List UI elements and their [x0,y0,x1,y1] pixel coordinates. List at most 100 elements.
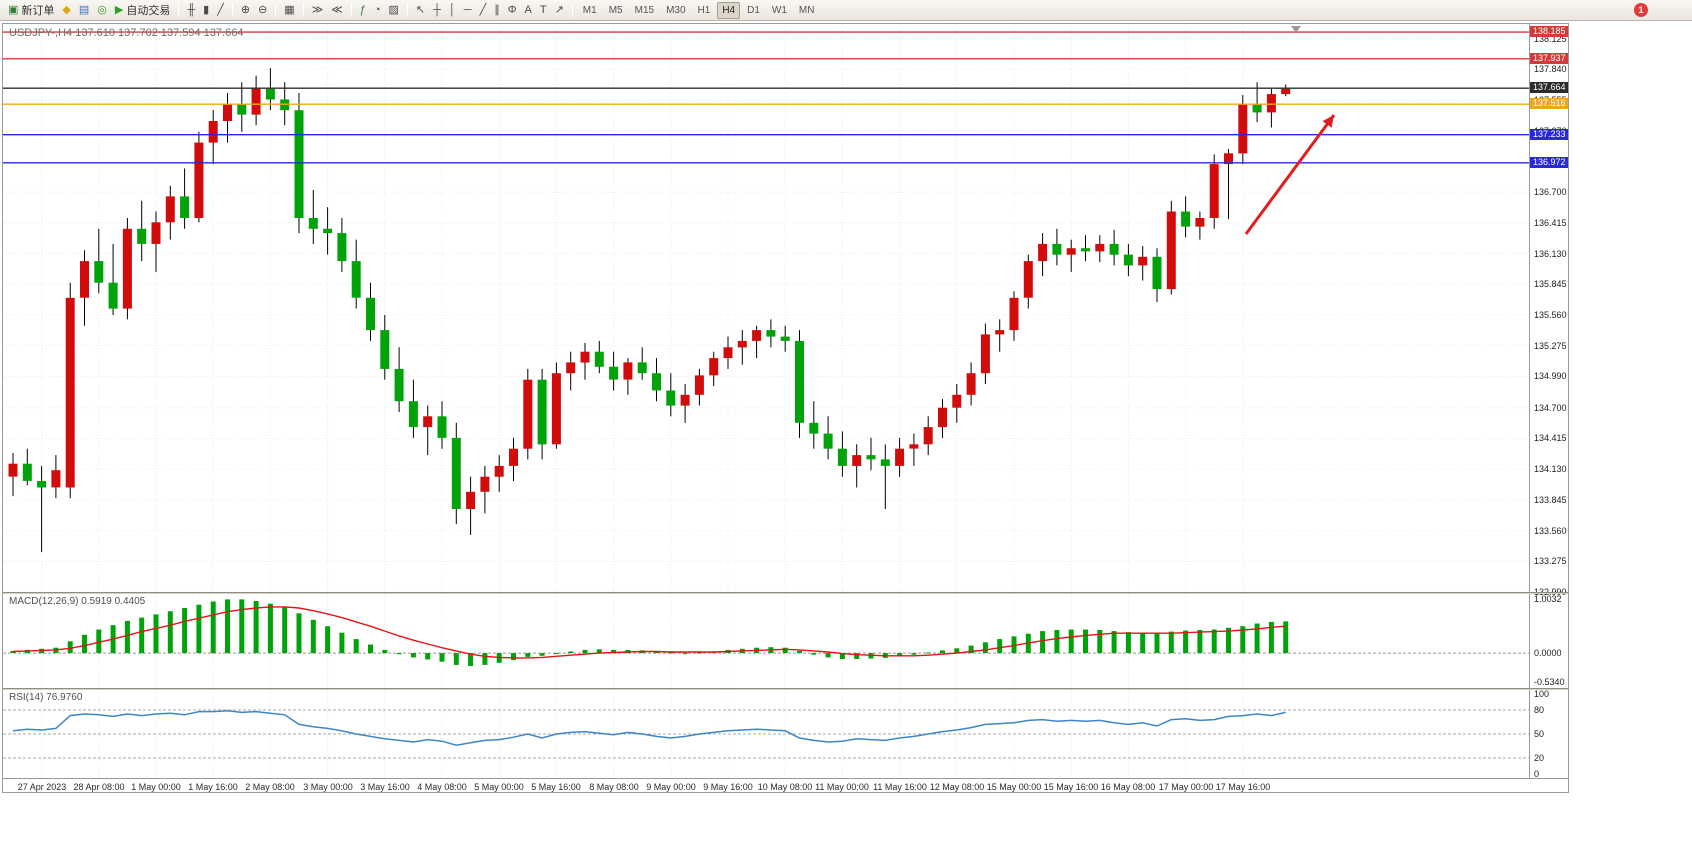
zoom-in-icon: ⊕ [240,3,251,16]
price-axis-label: 136.130 [1534,249,1567,259]
price-axis-label: 138.125 [1534,34,1567,44]
refresh-button[interactable]: ◎ [94,2,110,19]
zoom-in-button[interactable]: ⊕ [238,2,253,19]
macd-axis-label: 0.0000 [1534,648,1562,658]
timeframe-button-m1[interactable]: M1 [582,4,597,16]
indicator-window-icon: ◆ [62,3,71,16]
time-axis-label: 17 May 16:00 [1215,782,1271,792]
auto-trading-button[interactable]: ▶ 自动交易 [112,2,173,19]
indicators-icon: ƒ [359,3,366,16]
time-axis-label: 1 May 16:00 [188,782,238,792]
macd-axis-label: 1.0032 [1534,594,1562,604]
periods-button[interactable]: ◔ [371,2,384,19]
templates-button[interactable]: ▨ [386,2,402,19]
bar-chart-icon: ╫ [187,3,196,16]
price-badge-137.233: 137.233 [1530,129,1568,140]
time-axis-label: 3 May 16:00 [360,782,410,792]
time-axis-label: 2 May 08:00 [245,782,295,792]
chart-shift-button[interactable]: ≪ [328,2,346,19]
line-chart-icon: ╱ [217,3,224,16]
price-badge-138.185: 138.185 [1530,26,1568,37]
chart-title: USDJPY-,H4 137.610 137.702 137.594 137.6… [9,27,244,39]
price-badge-136.972: 136.972 [1530,157,1568,168]
horizontal-line-icon: ─ [463,3,472,16]
tile-windows-icon: ▦ [284,3,295,16]
timeframe-button-m30[interactable]: M30 [666,4,686,16]
price-axis-label: 134.130 [1534,464,1567,474]
timeframe-button-w1[interactable]: W1 [771,4,787,16]
rsi-axis-label: 50 [1534,729,1545,739]
price-axis-label: 136.700 [1534,187,1567,197]
indicator-window-button[interactable]: ◆ [59,2,73,19]
bar-chart-button[interactable]: ╫ [184,2,198,19]
refresh-icon: ◎ [97,3,107,16]
toolbar-separator [275,3,277,17]
vertical-line-button[interactable]: │ [446,2,459,19]
macd-panel[interactable] [3,594,1529,688]
price-axis-label: 135.845 [1534,279,1567,289]
toolbar: ▣ 新订单 ◆ ▤ ◎ ▶ 自动交易 ╫ ▮ ╱ ⊕ ⊖ ▦ ≫ ≪ ƒ ◔ ▨ ↖ ┼ │ ─ ╱ ∥ Φ A T ↗ M1 M5 M15… [0,0,1692,21]
timeframe-button-h1[interactable]: H1 [697,4,711,16]
panel-splitter[interactable] [3,592,1568,594]
chart-window-button[interactable]: ▤ [76,2,92,19]
auto-scroll-button[interactable]: ≫ [309,2,327,19]
text-label-icon: T [539,3,547,16]
time-axis-label: 9 May 16:00 [703,782,753,792]
time-axis-label: 12 May 08:00 [929,782,985,792]
fibonacci-retracement-icon: Φ [507,3,517,16]
macd-axis-label: -0.5340 [1534,677,1565,687]
tile-windows-button[interactable]: ▦ [281,2,297,19]
timeframe-button-h4[interactable]: H4 [717,1,741,19]
price-axis-label: 134.700 [1534,403,1567,413]
text-icon: A [524,3,532,16]
price-axis-label: 135.560 [1534,310,1567,320]
price-axis-label: 133.845 [1534,495,1567,505]
panel-splitter[interactable] [3,688,1568,690]
toolbar-separator [571,3,573,17]
new-order-label: 新订单 [21,5,55,17]
price-axis[interactable]: 138.125137.840137.555137.270136.700136.4… [1529,24,1568,779]
rsi-axis-label: 0 [1534,769,1540,779]
templates-icon: ▨ [388,3,399,16]
line-chart-button[interactable]: ╱ [214,2,227,19]
time-axis-label: 9 May 00:00 [646,782,696,792]
price-axis-label: 135.275 [1534,341,1567,351]
price-axis-label: 133.275 [1534,556,1567,566]
time-axis[interactable]: 27 Apr 2023 28 Apr 08:00 1 May 00:00 1 May … [3,778,1568,792]
notification-badge[interactable]: 1 [1634,3,1648,17]
auto-trading-icon: ▶ [114,3,124,16]
price-chart[interactable] [3,24,1529,592]
time-axis-label: 10 May 08:00 [757,782,813,792]
rsi-axis-label: 20 [1534,753,1545,763]
cursor-button[interactable]: ↖ [413,2,428,19]
price-badge-137.937: 137.937 [1530,53,1568,64]
time-axis-label: 1 May 00:00 [131,782,181,792]
time-axis-label: 15 May 16:00 [1043,782,1099,792]
horizontal-line-button[interactable]: ─ [461,2,475,19]
text-label-button[interactable]: T [537,2,550,19]
arrow-objects-button[interactable]: ↗ [552,2,567,19]
fibonacci-retracement-button[interactable]: Φ [505,2,520,19]
equidistant-channel-button[interactable]: ∥ [491,2,503,19]
rsi-panel[interactable] [3,690,1529,778]
indicators-button[interactable]: ƒ [357,2,369,19]
timeframe-button-mn[interactable]: MN [798,4,815,16]
trendline-button[interactable]: ╱ [477,2,490,19]
timeframe-button-m5[interactable]: M5 [608,4,623,16]
timeframe-button-d1[interactable]: D1 [747,4,760,16]
zoom-out-button[interactable]: ⊖ [255,2,270,19]
new-order-button[interactable]: ▣ 新订单 [5,2,57,19]
time-axis-label: 3 May 00:00 [303,782,353,792]
rsi-title: RSI(14) 76.9760 [9,692,83,703]
timeframe-button-m15[interactable]: M15 [634,4,655,16]
toolbar-separator [406,3,408,17]
time-axis-label: 28 Apr 08:00 [73,782,125,792]
crosshair-icon: ┼ [433,3,441,16]
cursor-icon: ↖ [415,3,426,16]
candlestick-chart-button[interactable]: ▮ [200,2,212,19]
time-axis-label: 8 May 08:00 [589,782,639,792]
arrow-objects-icon: ↗ [554,3,564,16]
time-axis-label: 17 May 00:00 [1158,782,1214,792]
text-button[interactable]: A [522,2,535,19]
crosshair-button[interactable]: ┼ [430,2,444,19]
